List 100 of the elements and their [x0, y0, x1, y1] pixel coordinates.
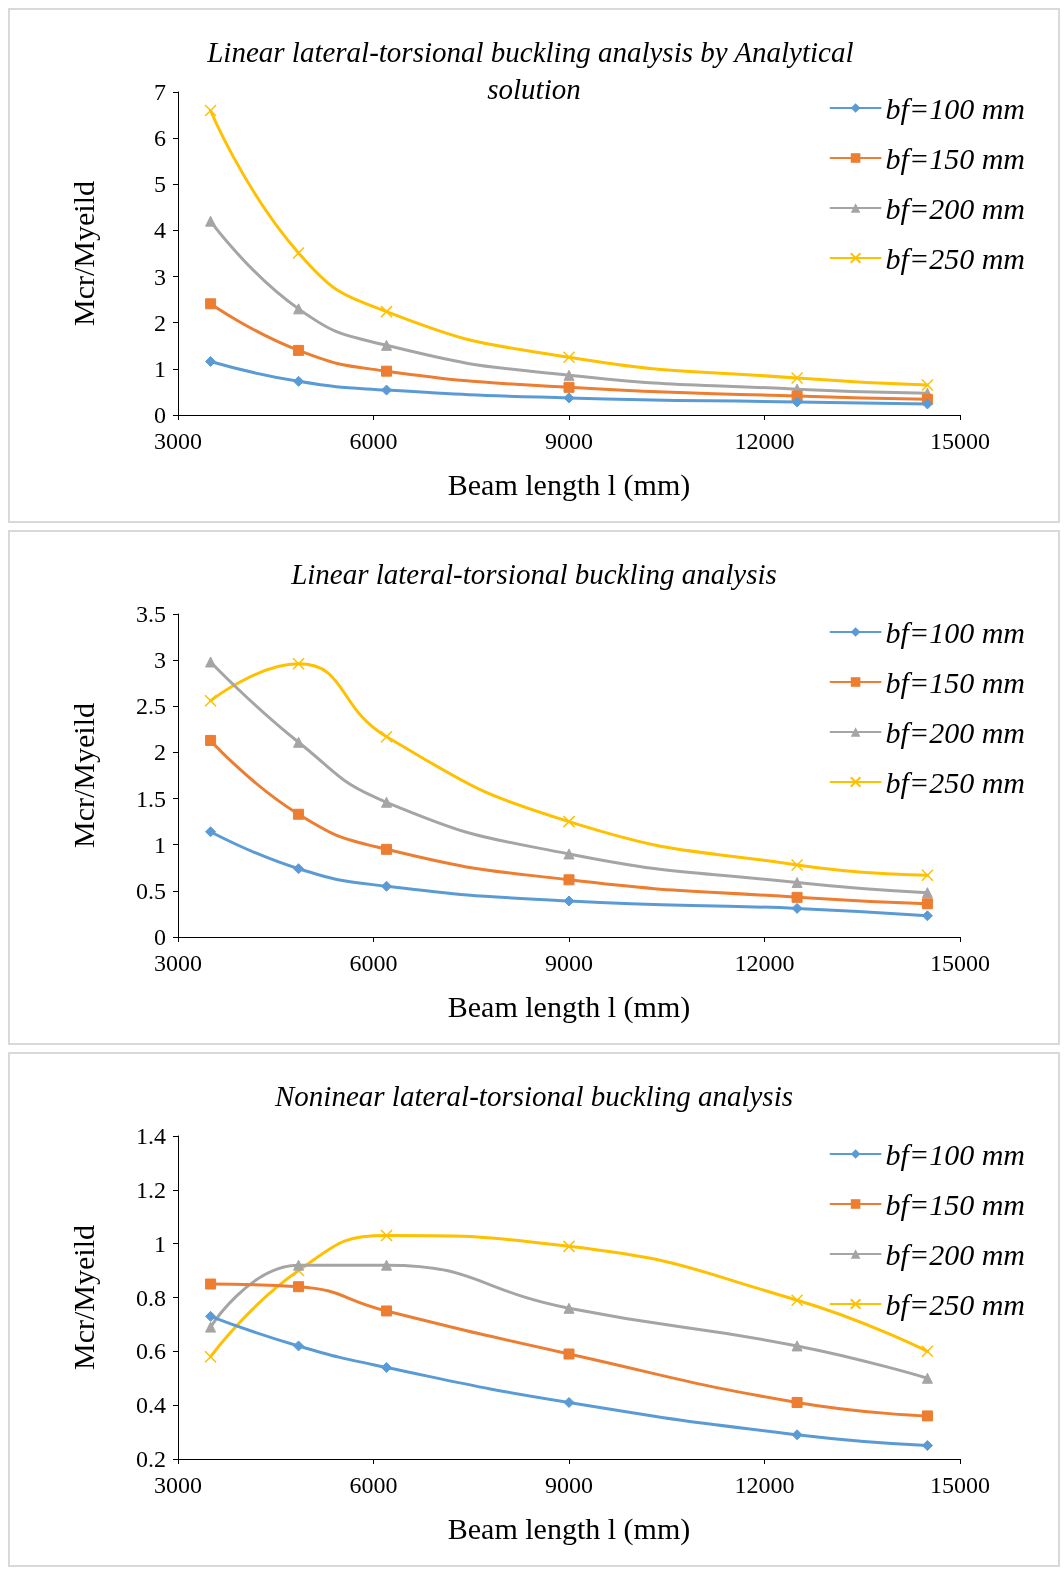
point: [204, 694, 217, 707]
y-tick-label: 0.2: [136, 1446, 166, 1472]
point: [921, 1410, 933, 1422]
point: [205, 734, 217, 746]
x-tick-label: 9000: [545, 950, 593, 976]
point: [293, 808, 305, 820]
y-tick-label: 1: [154, 355, 166, 382]
point: [563, 1348, 575, 1360]
legend-label: bf=200 mm: [885, 191, 1026, 225]
legend-label: bf=200 mm: [885, 715, 1026, 749]
x-tick-label: 6000: [349, 428, 398, 454]
point: [293, 1340, 305, 1352]
chart-title: Linear lateral-torsional buckling analysis: [290, 557, 777, 590]
point: [205, 215, 217, 227]
point: [562, 351, 576, 364]
x-tick-label: 15000: [930, 428, 990, 454]
y-axis-title: Mcr/Myeild: [66, 181, 100, 326]
x-tick-label: 12000: [734, 950, 795, 976]
x-tick-label: 12000: [734, 428, 795, 454]
point: [205, 298, 217, 310]
x-tick-label: 6000: [349, 1472, 398, 1498]
point: [790, 1293, 804, 1307]
point: [791, 1429, 803, 1441]
point: [293, 863, 305, 875]
point: [205, 1278, 217, 1290]
y-tick-label: 0: [154, 924, 166, 950]
y-tick-label: 3: [154, 647, 166, 674]
y-tick-label: 3: [154, 263, 166, 290]
point: [381, 796, 393, 808]
x-axis-title: Beam length l (mm): [447, 467, 691, 502]
point: [791, 1340, 803, 1352]
y-tick-label: 0.5: [136, 877, 166, 904]
point: [381, 843, 393, 855]
legend-label: bf=250 mm: [885, 241, 1026, 275]
y-tick-label: 5: [154, 171, 166, 198]
point: [293, 1281, 305, 1293]
point: [380, 730, 393, 743]
point: [563, 1302, 575, 1314]
point: [921, 1440, 933, 1452]
point: [205, 826, 217, 838]
chart-title: Noninear lateral-torsional buckling analysis: [274, 1079, 793, 1112]
point: [293, 375, 305, 387]
y-tick-label: 1.4: [136, 1123, 166, 1149]
chart-title: Linear lateral-torsional buckling analysis by Analytical solution: [206, 35, 861, 105]
x-tick-label: 3000: [154, 1472, 202, 1498]
point: [921, 887, 933, 899]
point: [791, 877, 803, 889]
x-tick-label: 15000: [930, 1472, 990, 1498]
y-tick-label: 1.2: [136, 1176, 166, 1203]
point: [921, 898, 933, 910]
x-axis-title: Beam length l (mm): [447, 989, 691, 1024]
point: [921, 1372, 933, 1384]
y-axis-title: Mcr/Myeild: [66, 703, 100, 848]
y-tick-label: 1: [154, 1230, 166, 1257]
point: [921, 378, 934, 392]
legend-label: bf=100 mm: [885, 615, 1026, 649]
point: [204, 1350, 217, 1363]
y-tick-label: 0.8: [136, 1284, 166, 1311]
point: [791, 902, 803, 914]
y-tick-label: 2.5: [136, 693, 166, 720]
point: [790, 858, 804, 872]
y-tick-label: 2: [154, 739, 166, 766]
point: [791, 1396, 803, 1408]
point: [292, 657, 305, 671]
legend-label: bf=150 mm: [885, 1187, 1026, 1221]
y-tick-label: 0.6: [136, 1338, 166, 1365]
y-tick-label: 1.5: [136, 785, 166, 812]
point: [563, 848, 575, 860]
y-tick-label: 3.5: [136, 601, 166, 627]
point: [381, 1361, 393, 1373]
legend-label: bf=250 mm: [885, 1287, 1026, 1321]
point: [563, 1396, 575, 1408]
point: [204, 104, 217, 117]
y-axis-title: Mcr/Myeild: [66, 1225, 100, 1370]
point: [292, 246, 305, 260]
y-tick-label: 1: [154, 831, 166, 858]
y-tick-label: 0.4: [136, 1392, 166, 1419]
point: [380, 305, 393, 318]
point: [791, 891, 803, 903]
point: [563, 369, 575, 381]
point: [381, 365, 393, 377]
legend-label: bf=100 mm: [885, 1137, 1026, 1171]
point: [293, 303, 305, 315]
legend-label: bf=100 mm: [885, 91, 1026, 125]
y-tick-label: 0: [154, 402, 166, 428]
point: [563, 381, 575, 393]
legend-label: bf=200 mm: [885, 1237, 1026, 1271]
y-tick-label: 4: [154, 217, 166, 244]
point: [381, 1305, 393, 1317]
x-tick-label: 9000: [545, 1472, 593, 1498]
point: [293, 344, 305, 356]
point: [205, 1321, 217, 1333]
y-tick-label: 2: [154, 309, 166, 336]
point: [293, 1259, 305, 1271]
point: [381, 880, 393, 892]
point: [562, 1240, 576, 1253]
x-tick-label: 6000: [349, 950, 398, 976]
point: [921, 1345, 934, 1358]
x-axis-title: Beam length l (mm): [447, 1511, 691, 1546]
x-tick-label: 3000: [154, 950, 202, 976]
